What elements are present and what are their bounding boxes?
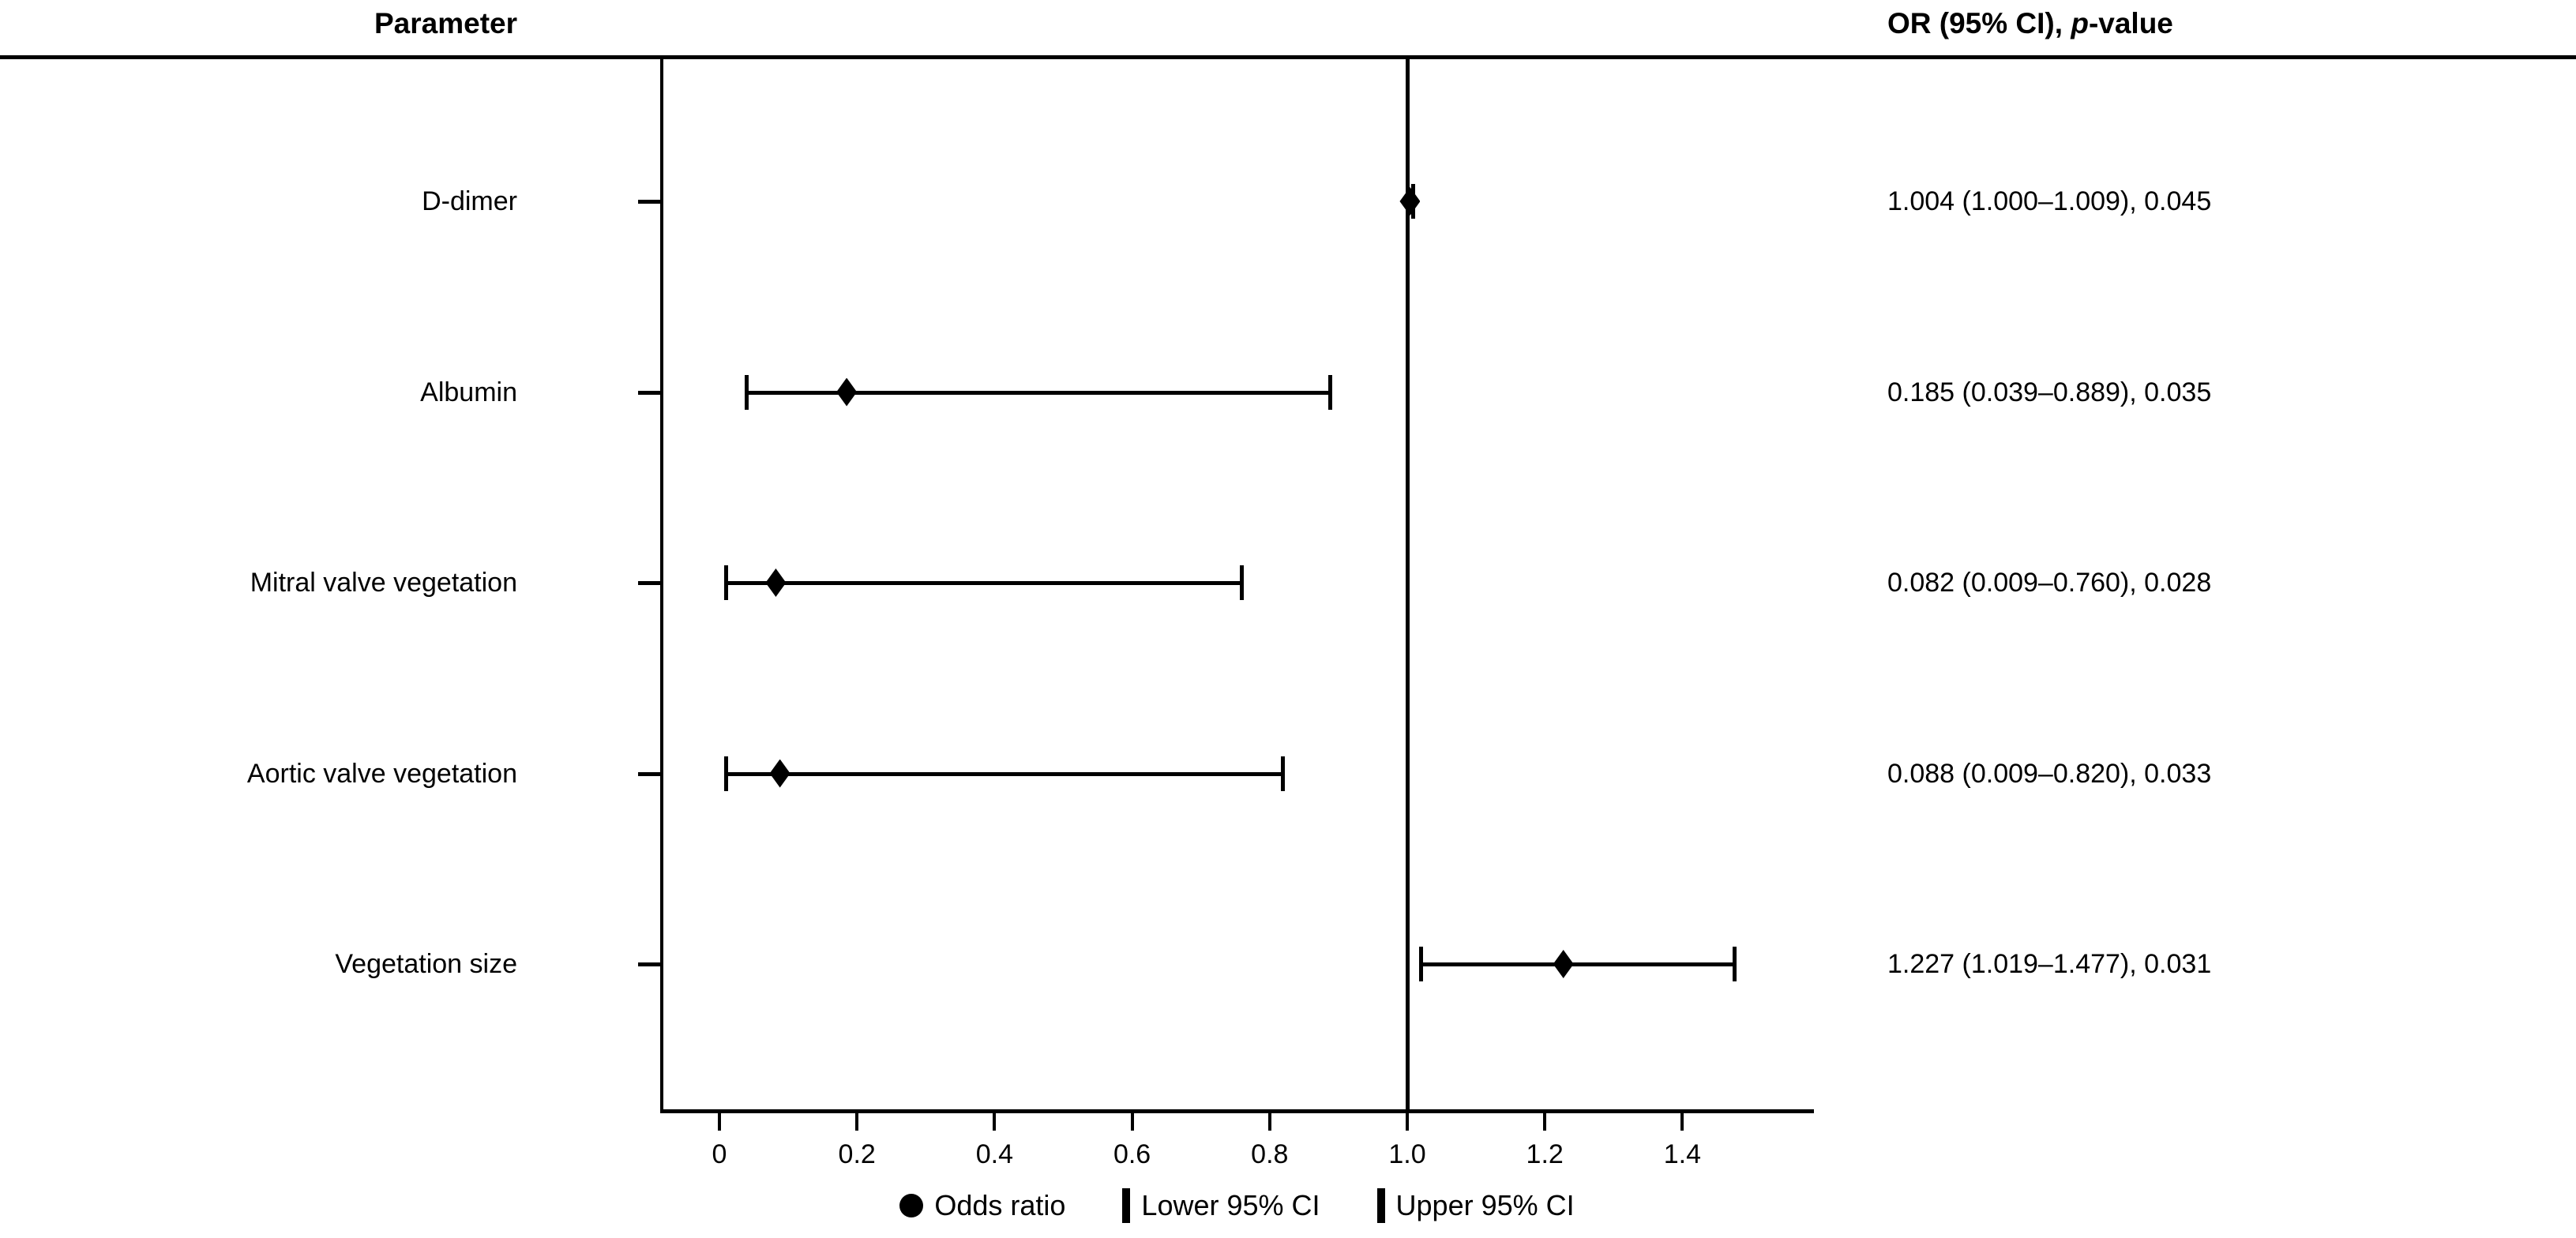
- odds-ratio-marker: [769, 759, 790, 788]
- column-header-parameter: Parameter: [374, 7, 517, 39]
- row-axis-tick: [638, 200, 662, 204]
- legend-item-odds-ratio: Odds ratio: [899, 1189, 1065, 1222]
- ci-upper-cap: [1281, 756, 1286, 791]
- ci-line: [725, 581, 1242, 585]
- row-or-ci-pvalue: 0.185 (0.039–0.889), 0.035: [1887, 377, 2212, 407]
- x-axis-tick: [1267, 1113, 1271, 1131]
- row-axis-tick: [638, 962, 662, 966]
- x-axis-tick: [1406, 1113, 1409, 1131]
- column-header-or-ci-pvalue: OR (95% CI), p-value: [1887, 6, 2173, 41]
- odds-ratio-dot-icon: [899, 1194, 924, 1217]
- row-or-ci-pvalue: 0.082 (0.009–0.760), 0.028: [1887, 568, 2212, 598]
- row-label: Aortic valve vegetation: [246, 758, 517, 789]
- odds-ratio-marker: [1553, 950, 1574, 978]
- x-axis-tick: [993, 1113, 997, 1131]
- x-axis-tick-label: 0.8: [1251, 1139, 1289, 1169]
- odds-ratio-marker: [836, 377, 858, 407]
- legend: Odds ratio Lower 95% CI Upper 95% CI: [660, 1183, 1814, 1229]
- ci-line: [745, 390, 1331, 395]
- row-or-ci-pvalue: 1.004 (1.000–1.009), 0.045: [1887, 186, 2212, 216]
- ci-upper-cap: [1239, 565, 1244, 600]
- ci-lower-cap: [1418, 947, 1423, 981]
- x-axis-tick-label: 0.4: [975, 1139, 1014, 1169]
- ci-lower-cap: [744, 374, 749, 410]
- legend-upper-ci-label: Upper 95% CI: [1395, 1189, 1575, 1221]
- row-or-ci-pvalue: 0.088 (0.009–0.820), 0.033: [1887, 758, 2212, 789]
- row-label: D-dimer: [422, 186, 517, 216]
- x-axis-line: [660, 1109, 1814, 1113]
- x-axis-tick: [1543, 1113, 1547, 1131]
- header-value-suffix: -value: [2088, 7, 2173, 39]
- x-axis-tick: [1130, 1113, 1134, 1131]
- odds-ratio-marker: [1399, 187, 1421, 216]
- ci-lower-cap: [723, 565, 728, 600]
- ci-line: [1420, 962, 1736, 966]
- reference-line-1.0: [1406, 59, 1410, 1112]
- x-axis-tick-label: 0.2: [838, 1139, 876, 1169]
- upper-ci-bar-icon: [1376, 1188, 1385, 1223]
- header-or-ci-prefix: OR (95% CI),: [1887, 7, 2071, 39]
- row-label: Albumin: [420, 377, 517, 407]
- legend-odds-ratio-label: Odds ratio: [934, 1189, 1066, 1221]
- row-or-ci-pvalue: 1.227 (1.019–1.477), 0.031: [1887, 949, 2212, 979]
- row-label: Vegetation size: [335, 949, 517, 979]
- x-axis-tick: [1680, 1113, 1684, 1131]
- x-axis-tick-label: 1.0: [1388, 1139, 1426, 1169]
- plot-left-border: [660, 59, 663, 1112]
- row-label: Mitral valve vegetation: [250, 568, 517, 598]
- ci-upper-cap: [1733, 947, 1737, 981]
- legend-item-upper-ci: Upper 95% CI: [1376, 1188, 1575, 1223]
- x-axis-tick: [855, 1113, 859, 1131]
- x-axis-tick-label: 0.6: [1113, 1139, 1151, 1169]
- x-axis-tick-label: 0: [712, 1139, 727, 1169]
- odds-ratio-marker: [765, 568, 787, 597]
- x-axis-tick-label: 1.4: [1663, 1139, 1702, 1169]
- header-separator-line: [0, 55, 2576, 59]
- ci-lower-cap: [723, 756, 728, 791]
- legend-lower-ci-label: Lower 95% CI: [1141, 1189, 1320, 1221]
- x-axis-tick-label: 1.2: [1526, 1139, 1564, 1169]
- ci-line: [725, 771, 1284, 776]
- header-p-italic: p: [2071, 7, 2089, 39]
- x-axis-tick: [718, 1113, 721, 1131]
- legend-item-lower-ci: Lower 95% CI: [1122, 1188, 1320, 1223]
- row-axis-tick: [638, 771, 662, 776]
- row-axis-tick: [638, 390, 662, 395]
- row-axis-tick: [638, 581, 662, 585]
- lower-ci-bar-icon: [1122, 1188, 1131, 1223]
- ci-upper-cap: [1328, 374, 1333, 410]
